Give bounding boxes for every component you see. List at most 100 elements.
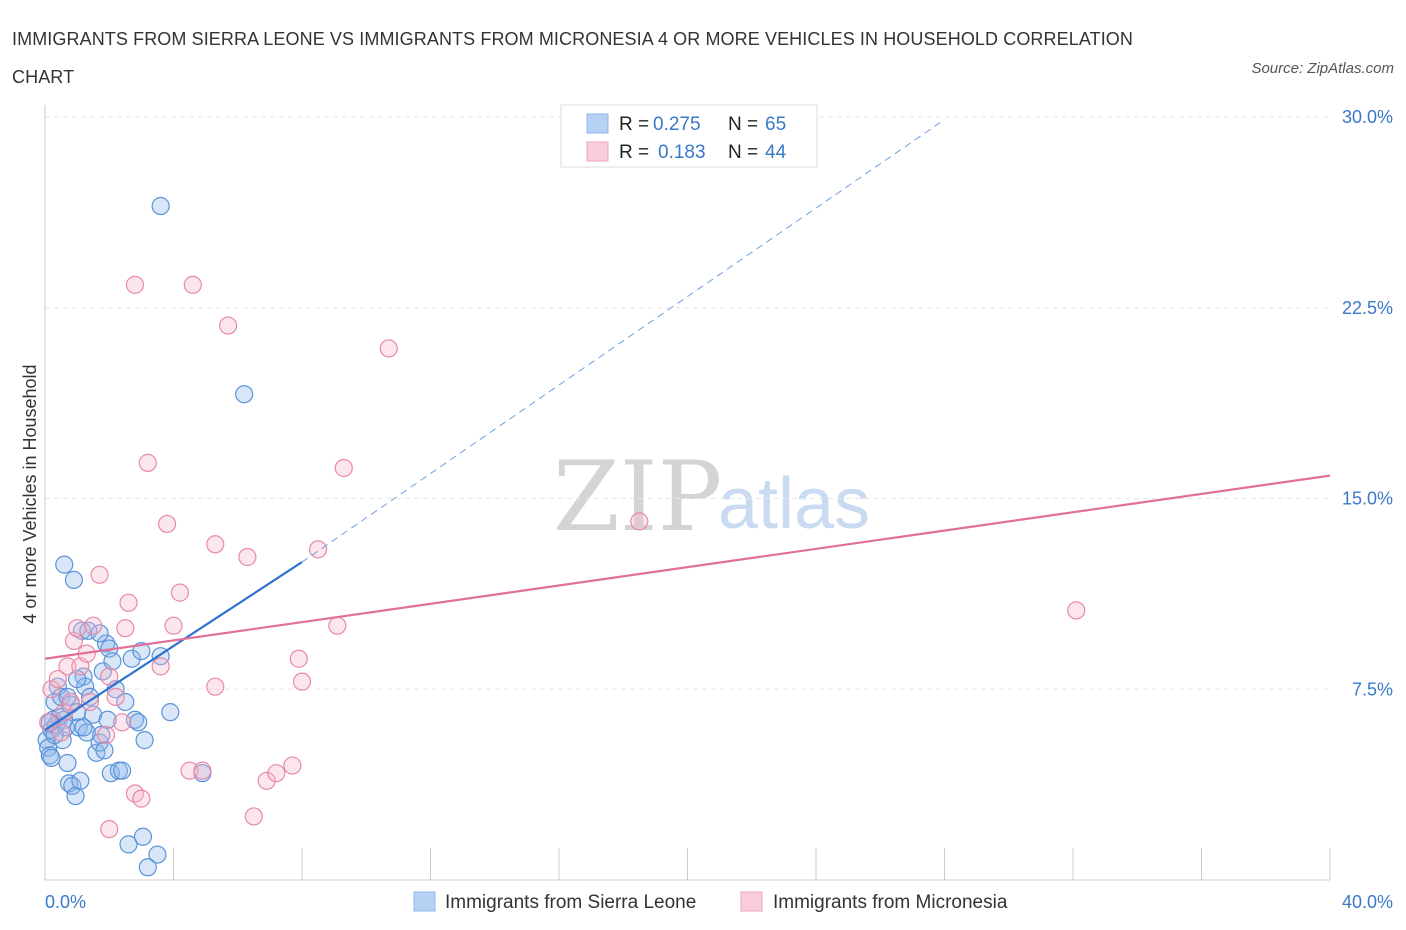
- sierra-leone-point-61: [74, 718, 93, 737]
- stats-r-label-1: R =: [619, 142, 649, 163]
- micronesia-point-1: [42, 680, 61, 699]
- legend-swatch-sierra-leone: [413, 891, 436, 912]
- trend-line-sierra-leone-extrapolated: [301, 119, 945, 563]
- sierra-leone-point-34: [96, 634, 116, 653]
- micronesia-point-17: [112, 713, 132, 732]
- micronesia-point-29: [180, 761, 199, 780]
- micronesia-point-41: [328, 616, 347, 635]
- sierra-leone-point-33: [95, 741, 114, 760]
- watermark-zip: ZIP: [553, 441, 722, 553]
- y-tick-label-0: 7.5%: [1352, 679, 1393, 699]
- micronesia-point-21: [132, 789, 151, 808]
- micronesia-point-39: [292, 672, 312, 691]
- stats-r-label-0: R =: [619, 114, 649, 135]
- y-tick-label-1: 15.0%: [1342, 489, 1393, 509]
- micronesia-point-32: [206, 535, 225, 554]
- y-tick-labels: 7.5% 15.0% 22.5% 30.0%: [1342, 107, 1393, 699]
- micronesia-point-27: [164, 616, 183, 635]
- sierra-leone-point-56: [235, 385, 254, 404]
- watermark-atlas: atlas: [718, 464, 870, 544]
- sierra-leone-point-25: [77, 723, 96, 742]
- legend-label-micronesia: Immigrants from Micronesia: [773, 892, 1008, 913]
- y-tick-label-2: 22.5%: [1342, 298, 1393, 318]
- sierra-leone-point-51: [55, 555, 74, 574]
- micronesia-point-42: [334, 458, 353, 478]
- sierra-leone-point-13: [58, 753, 77, 773]
- micronesia-point-18: [116, 619, 135, 638]
- x-tick-label-max: 40.0%: [1342, 892, 1393, 912]
- sierra-leone-point-18: [66, 786, 85, 806]
- sierra-leone-point-57: [42, 748, 61, 768]
- micronesia-point-30: [193, 761, 212, 780]
- micronesia-point-23: [125, 275, 145, 294]
- micronesia-point-22: [100, 820, 119, 839]
- micronesia-point-46: [183, 275, 202, 294]
- x-ticks: [44, 848, 1331, 880]
- sierra-leone-point-26: [79, 621, 98, 640]
- micronesia-point-31: [206, 677, 225, 696]
- legend-swatch-micronesia: [740, 891, 763, 912]
- sierra-leone-point-31: [92, 725, 111, 745]
- sierra-leone-point-46: [132, 641, 151, 661]
- micronesia-point-6: [61, 692, 80, 712]
- sierra-leone-point-48: [135, 731, 154, 750]
- stats-legend: R = 0.275 N = 65 R = 0.183 N = 44: [560, 104, 818, 168]
- sierra-leone-point-49: [148, 845, 167, 864]
- sierra-leone-point-9: [51, 687, 71, 706]
- sierra-leone-point-54: [161, 703, 180, 722]
- sierra-leone-point-8: [50, 708, 69, 727]
- sierra-leone-point-35: [98, 710, 117, 729]
- sierra-leone-point-17: [64, 570, 84, 589]
- sierra-leone-point-42: [119, 835, 138, 854]
- legend-label-sierra-leone: Immigrants from Sierra Leone: [445, 892, 696, 913]
- stats-legend-swatch-sierra-leone: [586, 113, 609, 134]
- micronesia-point-24: [138, 453, 157, 472]
- stats-n-label-0: N =: [728, 114, 758, 135]
- micronesia-point-36: [257, 771, 276, 790]
- chart-title: IMMIGRANTS FROM SIERRA LEONE VS IMMIGRAN…: [12, 29, 1134, 87]
- micronesia-point-8: [68, 619, 87, 638]
- micronesia-point-19: [119, 593, 138, 612]
- micronesia-point-2: [48, 669, 67, 689]
- micronesia-point-35: [244, 807, 263, 826]
- stats-r-value-0: 0.275: [653, 114, 701, 135]
- micronesia-point-47: [283, 756, 302, 775]
- y-axis-label: 4 or more Vehicles in Household: [20, 364, 40, 623]
- micronesia-point-15: [100, 667, 119, 686]
- micronesia-point-14: [96, 725, 116, 745]
- stats-n-label-1: N =: [728, 142, 758, 163]
- sierra-leone-point-52: [151, 196, 170, 216]
- micronesia-point-25: [151, 657, 170, 676]
- stats-n-value-0: 65: [765, 114, 786, 135]
- y-tick-label-3: 30.0%: [1342, 107, 1393, 127]
- trend-line-sierra-leone: [44, 561, 303, 731]
- stats-legend-swatch-micronesia: [586, 141, 609, 162]
- micronesia-point-3: [51, 723, 71, 742]
- sierra-leone-point-59: [58, 687, 77, 706]
- micronesia-point-34: [238, 547, 257, 567]
- sierra-leone-point-21: [71, 771, 90, 790]
- sierra-leone-point-47: [133, 827, 153, 846]
- sierra-leone-point-50: [138, 858, 157, 877]
- sierra-leone-point-45: [129, 713, 148, 732]
- trend-lines: [44, 119, 1331, 731]
- micronesia-point-26: [157, 514, 177, 534]
- micronesia-point-12: [84, 616, 103, 635]
- micronesia-point-43: [379, 339, 398, 358]
- bottom-legend: Immigrants from Sierra Leone Immigrants …: [413, 891, 1008, 913]
- micronesia-point-28: [170, 583, 190, 602]
- micronesia-point-44: [630, 512, 649, 531]
- sierra-leone-point-63: [112, 761, 132, 780]
- source-label: Source: ZipAtlas.com: [1251, 60, 1394, 77]
- watermark: ZIP atlas: [553, 441, 870, 553]
- series-sierra-leone-points: [37, 196, 254, 877]
- micronesia-point-37: [267, 764, 286, 783]
- sierra-leone-point-43: [122, 649, 141, 668]
- x-tick-label-min: 0.0%: [45, 892, 86, 912]
- micronesia-point-45: [1067, 601, 1086, 620]
- micronesia-point-38: [289, 649, 308, 668]
- sierra-leone-point-38: [103, 652, 122, 671]
- sierra-leone-point-62: [90, 624, 109, 643]
- micronesia-point-16: [106, 687, 125, 706]
